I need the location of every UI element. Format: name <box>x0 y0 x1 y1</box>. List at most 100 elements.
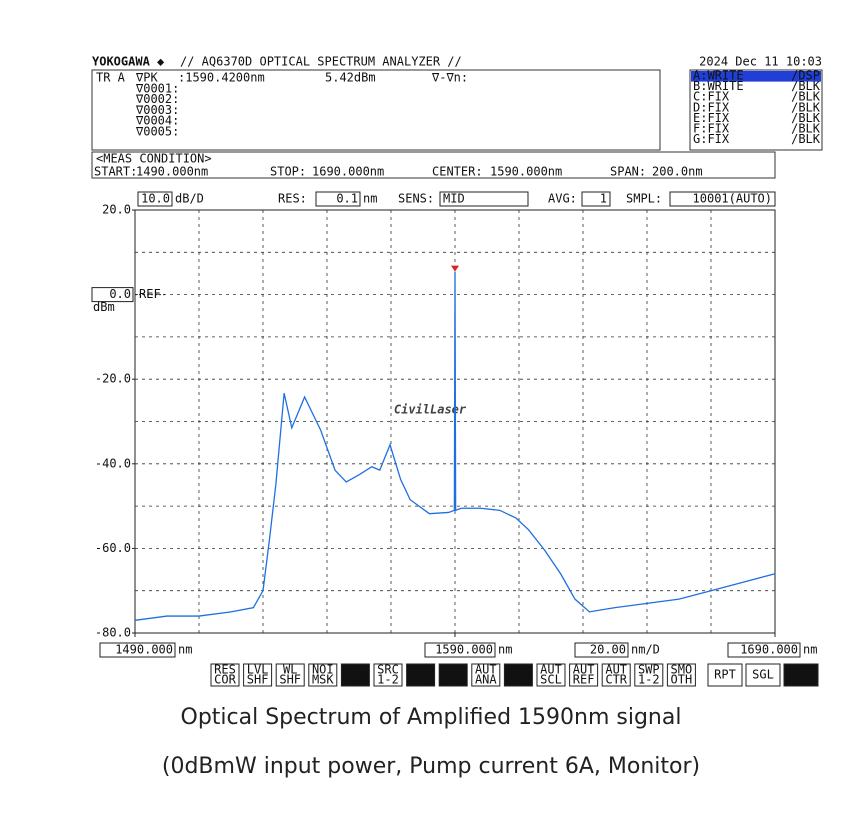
soft-key[interactable] <box>373 663 403 687</box>
y-unit: dBm <box>93 300 115 314</box>
soft-key[interactable] <box>275 663 305 687</box>
soft-key[interactable] <box>601 663 631 687</box>
trace-box <box>689 69 823 151</box>
meas-center: 1590.000nm <box>490 165 562 179</box>
trace-name: D:FIX <box>693 100 730 114</box>
soft-key[interactable] <box>406 663 436 687</box>
soft-key-label: VAC <box>410 663 432 677</box>
trace-mode: /DSP <box>791 69 820 83</box>
soft-key-label: SWP <box>638 663 660 677</box>
control-key[interactable] <box>783 663 819 687</box>
x-tick-box <box>99 642 176 658</box>
peak-level: 5.42dBm <box>325 71 376 85</box>
y-tick-label: -40.0 <box>95 456 131 470</box>
x-tick-label: 1690.000 <box>740 643 798 657</box>
trace-id: TR A <box>96 71 126 85</box>
soft-key-label: COR <box>214 673 236 687</box>
x-unit: nm <box>178 643 192 657</box>
trace-mode: /BLK <box>791 100 821 114</box>
meas-stop-label: STOP: <box>270 165 306 179</box>
trace-mode: /BLK <box>791 79 821 93</box>
trace-mode: /BLK <box>791 111 821 125</box>
soft-key[interactable] <box>666 663 696 687</box>
control-key-label: SGL <box>752 668 774 682</box>
soft-key[interactable] <box>471 663 501 687</box>
meas-span: 200.0nm <box>652 165 703 179</box>
soft-key-label: OTH <box>671 673 693 687</box>
scale-box <box>137 191 173 207</box>
marker-row: ∇0004: <box>135 114 179 128</box>
marker-row: ∇0002: <box>135 92 179 106</box>
soft-key-label: SMO <box>671 663 693 677</box>
soft-key-label: SCL <box>540 673 562 687</box>
soft-key[interactable] <box>340 663 370 687</box>
y-tick-label: -60.0 <box>95 541 131 555</box>
soft-key-label: WL <box>413 673 427 687</box>
caption: Optical Spectrum of Amplified 1590nm sig… <box>181 705 682 730</box>
marker-row: ∇0005: <box>135 124 179 138</box>
soft-key-label: SHF <box>247 673 269 687</box>
soft-key[interactable] <box>243 663 273 687</box>
peak-marker <box>451 265 459 272</box>
spectrum-line <box>134 271 776 621</box>
soft-key-label: AUT <box>540 663 562 677</box>
trace-mode: /BLK <box>791 122 821 136</box>
soft-key-label: MSK <box>312 673 334 687</box>
ref-box <box>91 287 134 303</box>
x-div-unit: nm/D <box>631 643 660 657</box>
datetime: 2024 Dec 11 10:03 <box>699 55 822 69</box>
marker-row: ∇0001: <box>135 82 179 96</box>
peak-wavelength: :1590.4200nm <box>178 71 265 85</box>
trace-name: E:FIX <box>693 111 730 125</box>
trace-mode: /BLK <box>791 90 821 104</box>
ref-value: 0.0 <box>109 287 131 301</box>
soft-key-label: SHF <box>279 673 301 687</box>
y-tick-label: -20.0 <box>95 372 131 386</box>
avg-label: AVG: <box>548 192 577 206</box>
soft-key[interactable] <box>536 663 566 687</box>
marker-row: ∇0003: <box>135 103 179 117</box>
soft-key-label: AUT <box>573 663 595 677</box>
trace-highlight <box>691 71 821 82</box>
x-div: 20.00 <box>590 643 626 657</box>
soft-key-label: ANA <box>475 673 497 687</box>
model: // AQ6370D OPTICAL SPECTRUM ANALYZER // <box>180 55 462 69</box>
soft-key-label: REF <box>573 673 595 687</box>
soft-key-label: SRC <box>345 663 367 677</box>
trace-name: F:FIX <box>693 122 730 136</box>
meas-span-label: SPAN: <box>610 165 646 179</box>
trace-name: B:WRITE <box>693 79 744 93</box>
soft-key[interactable] <box>634 663 664 687</box>
avg-value: 1 <box>600 192 607 206</box>
soft-key-label: SRC <box>377 663 399 677</box>
soft-key[interactable] <box>308 663 338 687</box>
res-label: RES: <box>278 192 307 206</box>
soft-key[interactable] <box>438 663 468 687</box>
soft-key[interactable] <box>503 663 533 687</box>
smpl-label: SMPL: <box>626 192 662 206</box>
soft-key-label: NOI <box>312 663 334 677</box>
avg-box <box>581 191 611 207</box>
trace-mode: /BLK <box>791 132 821 146</box>
res-unit: nm <box>363 192 377 206</box>
y-div: 10.0 <box>141 192 170 206</box>
ref-text: REF <box>139 287 161 301</box>
soft-key-label: LVL <box>247 663 269 677</box>
marker-diff: ∇-∇n: <box>431 71 468 85</box>
y-tick-label: 20.0 <box>102 203 131 217</box>
res-value: 0.1 <box>336 192 358 206</box>
x-div-box <box>574 642 629 658</box>
soft-key-label: 1-2 <box>377 673 399 687</box>
soft-key-label: RES <box>214 663 236 677</box>
smpl-value: 10001(AUTO) <box>693 192 772 206</box>
soft-key[interactable] <box>210 663 240 687</box>
soft-key-label: AUT <box>475 663 497 677</box>
x-tick-box <box>424 642 496 658</box>
soft-key-label: ZOM <box>345 673 367 687</box>
x-tick-label: 1490.000 <box>115 643 173 657</box>
control-key[interactable] <box>707 663 743 687</box>
soft-key[interactable] <box>569 663 599 687</box>
res-box <box>315 191 361 207</box>
control-key[interactable] <box>745 663 781 687</box>
